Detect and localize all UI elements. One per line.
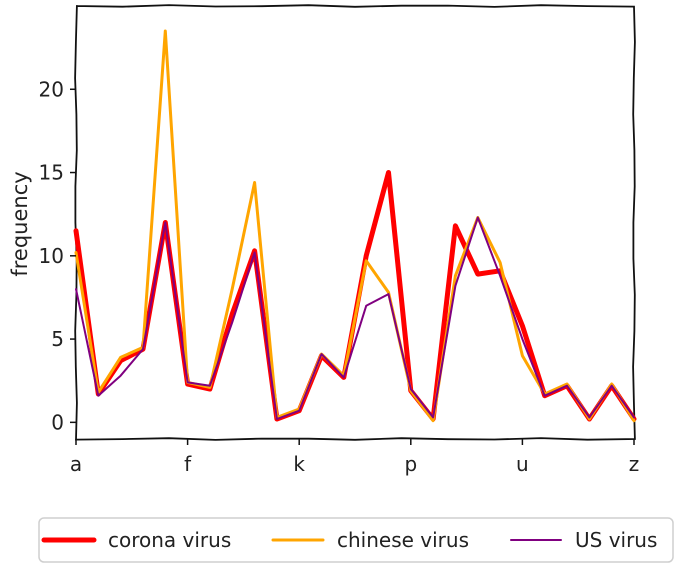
- y-axis: 0 5 10 15 20: [39, 77, 76, 434]
- y-tick-label: 5: [51, 327, 64, 351]
- series-layer: [73, 29, 637, 423]
- legend-label-corona-virus: corona virus: [108, 528, 231, 552]
- y-tick-label: 20: [39, 77, 64, 101]
- x-tick-label: k: [293, 452, 305, 476]
- y-tick-label: 0: [51, 410, 64, 434]
- legend-items: corona virus chinese virus US virus: [41, 528, 657, 552]
- series-line-corona-virus: [73, 170, 637, 422]
- x-tick-label: a: [70, 452, 82, 476]
- y-axis-title: frequency: [8, 171, 32, 276]
- legend-label-US-virus: US virus: [575, 528, 657, 552]
- series-line-US-virus: [75, 216, 635, 420]
- x-tick-label: p: [404, 452, 417, 476]
- legend-label-chinese-virus: chinese virus: [337, 528, 469, 552]
- y-tick-label: 10: [39, 244, 64, 268]
- plot-area: [74, 4, 636, 441]
- plot-frame: [74, 4, 636, 441]
- x-tick-label: z: [629, 452, 640, 476]
- x-tick-label: f: [184, 452, 192, 476]
- y-tick-label: 15: [39, 161, 64, 185]
- series-line-chinese-virus: [74, 29, 636, 423]
- x-tick-label: u: [516, 452, 529, 476]
- legend-box: [38, 517, 674, 563]
- legend: corona virus chinese virus US virus: [38, 517, 674, 563]
